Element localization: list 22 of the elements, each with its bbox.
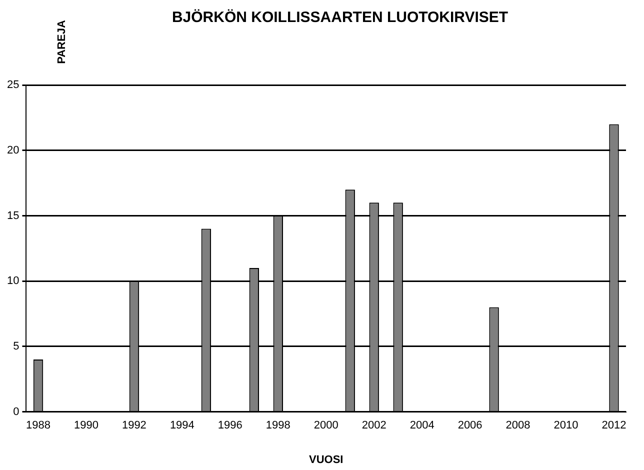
x-axis-title: VUOSI bbox=[309, 454, 344, 466]
x-tick-label: 1988 bbox=[26, 419, 50, 432]
x-tick-label: 1998 bbox=[266, 419, 290, 432]
x-tick-label: 2000 bbox=[314, 419, 338, 432]
x-tick-label: 2008 bbox=[506, 419, 530, 432]
y-tick-label: 0 bbox=[13, 406, 20, 418]
x-tick-label: 2006 bbox=[458, 419, 482, 432]
x-tick-label: 1990 bbox=[74, 419, 98, 432]
x-tick-label: 1996 bbox=[218, 419, 242, 432]
x-tick-label: 2004 bbox=[410, 419, 434, 432]
y-tick-label: 25 bbox=[6, 79, 20, 92]
y-tick-label: 5 bbox=[13, 340, 20, 352]
x-tick-label: 2002 bbox=[362, 419, 386, 432]
x-tick-label: 1994 bbox=[170, 419, 194, 432]
chart-title: BJÖRKÖN KOILLISSAARTEN LUOTOKIRVISET bbox=[172, 9, 508, 26]
y-tick-label: 10 bbox=[6, 275, 20, 288]
x-tick-label: 1992 bbox=[122, 419, 146, 432]
y-axis-title: PAREJA bbox=[56, 20, 68, 64]
y-tick-label: 20 bbox=[6, 144, 20, 156]
x-tick-label: 2010 bbox=[554, 419, 578, 432]
y-tick-label: 15 bbox=[6, 210, 20, 222]
x-tick-label: 2012 bbox=[602, 419, 626, 432]
